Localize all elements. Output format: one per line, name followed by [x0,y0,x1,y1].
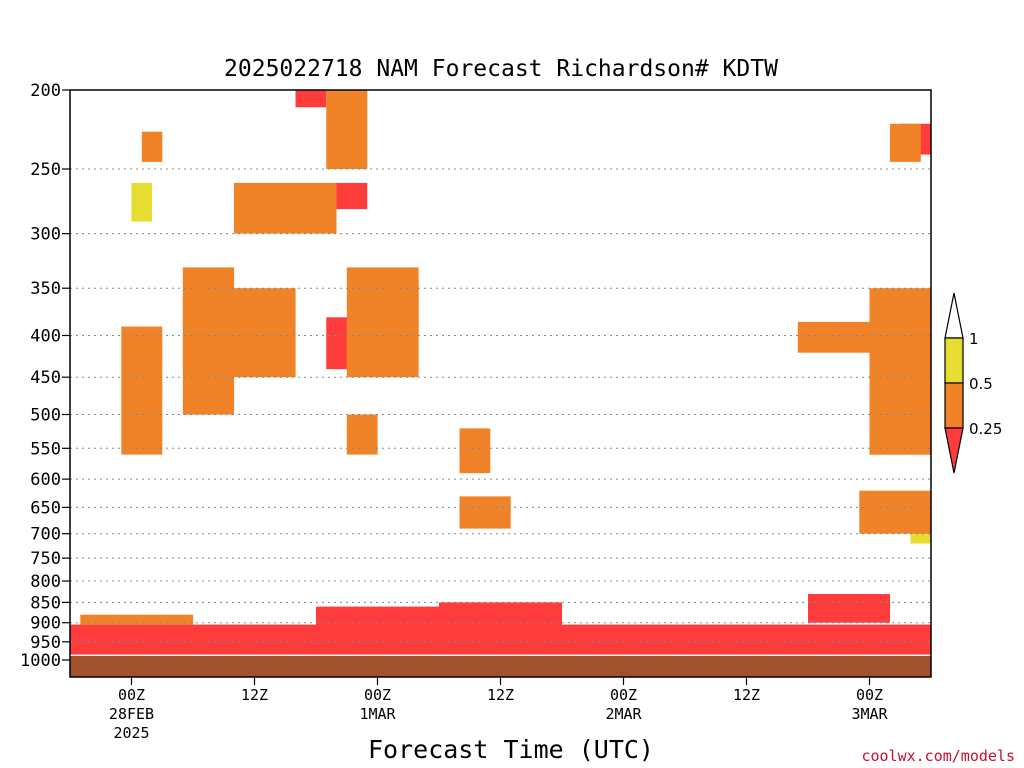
x-tick-label: 2025 [113,724,149,742]
heatmap-cells [70,90,932,655]
ri-cell [797,321,870,353]
ri-cell [869,288,931,455]
colorbar-label: 0.5 [969,375,993,393]
y-tick-label: 400 [30,327,61,347]
y-tick-label: 600 [30,470,61,490]
x-tick-label: 12Z [241,686,268,704]
ri-cell [223,288,296,378]
y-axis: 200 250 300 350 400 450 500 550 600 650 700 750 8008… [20,81,70,671]
ri-cell [295,90,327,108]
x-tick-label: 1MAR [359,705,396,723]
y-tick-label: 900 [30,614,61,634]
x-tick-label: 12Z [733,686,760,704]
y-tick-label: 350 [30,279,61,299]
x-tick-label: 00Z [118,686,145,704]
ri-cell [121,326,163,455]
y-tick-label: 450 [30,368,61,388]
ri-cell [316,606,439,631]
y-tick-label: 300 [30,225,61,245]
x-tick-label: 00Z [856,686,883,704]
ground-band [70,656,931,677]
x-axis-label: Forecast Time (UTC) [368,735,654,764]
colorbar-top-arrow [944,292,964,339]
colorbar-label: 0.25 [969,420,1002,438]
ri-cell [439,602,562,629]
chart-title: 2025022718 NAM Forecast Richardson# KDTW [224,56,778,82]
ri-cell [131,182,152,222]
y-tick-label: 200 [30,81,61,101]
ri-cell [326,90,368,169]
ri-cell [808,594,890,623]
ri-cell [459,496,511,529]
y-tick-label: 250 [30,160,61,180]
ri-cell [70,624,931,655]
colorbar-segment [944,382,964,429]
ri-cell [80,614,194,625]
y-tick-label: 550 [30,439,61,459]
x-tick-label: 00Z [610,686,637,704]
ri-cell [459,428,491,474]
ri-cell [346,267,419,378]
colorbar-segment [944,337,964,384]
x-tick-label: 00Z [364,686,391,704]
colorbar-legend: 1 0.5 0.25 [944,292,1002,474]
x-tick-label: 12Z [487,686,514,704]
y-tick-label: 750 [30,549,61,569]
y-tick-label: 850 [30,593,61,613]
ri-cell [336,182,368,210]
colorbar-bottom-arrow [944,427,964,474]
colorbar-label: 1 [969,330,979,348]
x-tick-label: 28FEB [109,705,154,723]
y-tick-label: 700 [30,525,61,545]
ri-cell [234,182,337,234]
ri-cell [890,123,921,162]
ri-cell [141,131,163,162]
ri-cell [346,414,378,455]
y-tick-label: 950 [30,633,61,653]
y-tick-label: 800 [30,572,61,592]
x-tick-label: 3MAR [851,705,888,723]
ri-cell [859,490,932,534]
y-tick-label: 500 [30,406,61,426]
x-tick-label: 2MAR [605,705,642,723]
y-tick-label: 650 [30,498,61,518]
credit-text: coolwx.com/models [861,747,1015,765]
y-tick-label: 1000 [20,651,61,671]
